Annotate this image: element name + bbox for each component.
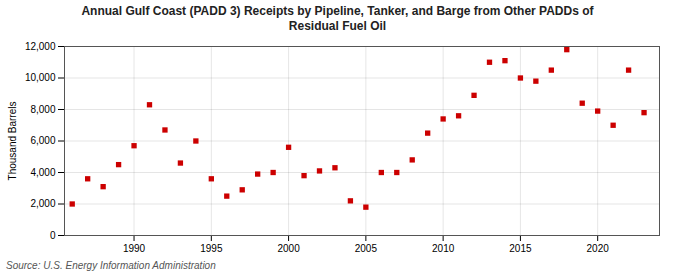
svg-text:0: 0: [50, 230, 56, 241]
svg-text:1995: 1995: [200, 243, 223, 254]
svg-text:2015: 2015: [509, 243, 532, 254]
svg-text:10,000: 10,000: [25, 72, 56, 83]
svg-text:2,000: 2,000: [30, 198, 55, 209]
svg-text:8,000: 8,000: [30, 104, 55, 115]
svg-text:2010: 2010: [432, 243, 455, 254]
svg-text:Thousand Barrels: Thousand Barrels: [7, 102, 18, 181]
svg-text:12,000: 12,000: [25, 41, 56, 52]
html-text:Source: U.S. Energy Informatio: Source: U.S. Energy Information Administ…: [6, 260, 216, 271]
svg-text:1990: 1990: [123, 243, 146, 254]
svg-text:4,000: 4,000: [30, 167, 55, 178]
svg-text:2020: 2020: [587, 243, 610, 254]
svg-text:2005: 2005: [355, 243, 378, 254]
svg-text:6,000: 6,000: [30, 135, 55, 146]
svg-text:2000: 2000: [277, 243, 300, 254]
html-text:Annual Gulf Coast (PADD 3) Rec: Annual Gulf Coast (PADD 3) Receipts by P…: [81, 4, 594, 33]
